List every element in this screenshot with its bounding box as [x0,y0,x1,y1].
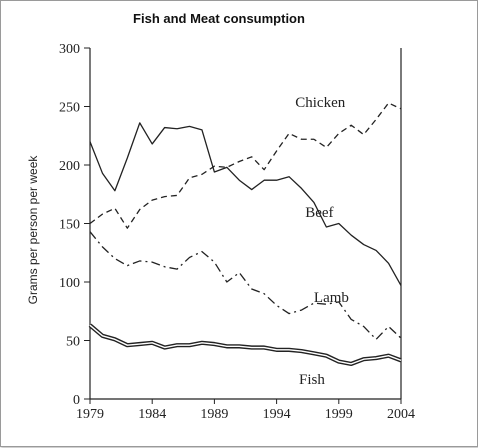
x-tick-label: 1994 [263,407,291,422]
fish-series-label: Fish [299,372,325,388]
series-lines [88,102,402,366]
beef-series-line [89,122,402,286]
y-tick-label: 100 [59,276,80,291]
y-tick-label: 150 [59,218,80,233]
chicken-series-label: Chicken [295,95,345,111]
x-tick-label: 1999 [325,407,353,422]
x-tick-label: 1989 [200,407,228,422]
y-tick-label: 250 [59,101,80,116]
y-tick-label: 200 [59,159,80,174]
series-labels: Chicken Beef Lamb Fish [295,95,349,388]
y-tick-label: 300 [59,42,80,57]
beef-series-label: Beef [305,205,333,221]
axes [84,47,402,404]
y-tick-label: 0 [73,393,80,408]
y-tick-label: 50 [66,335,80,350]
lamb-series-label: Lamb [314,290,349,306]
lamb-series-line [89,231,402,340]
tick-labels: 0 50 100 150 200 250 300 1979 1984 1989 1994 1999 20… [59,42,415,422]
x-tick-label: 2004 [387,407,415,422]
x-tick-label: 1984 [138,407,166,422]
y-axis-label: Grams per person per week [26,155,40,305]
fish-series-line-inner [89,324,402,365]
chicken-series-line [89,102,402,229]
x-tick-label: 1979 [76,407,104,422]
chart-title: Fish and Meat consumption [133,11,305,26]
